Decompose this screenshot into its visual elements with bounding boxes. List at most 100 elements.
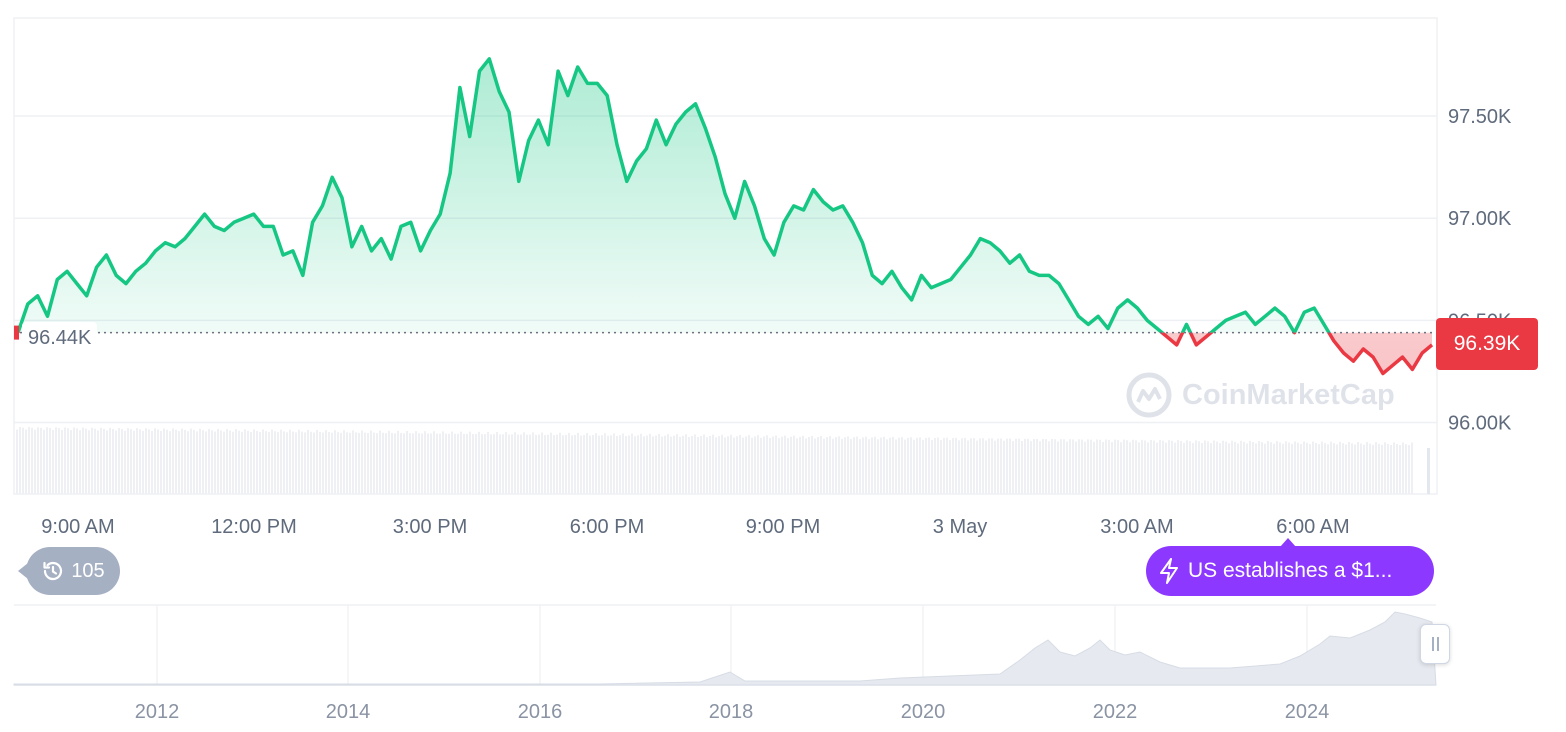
volume-bar: [922, 439, 924, 494]
volume-bar: [1246, 443, 1248, 494]
volume-bar: [670, 436, 672, 494]
volume-bar: [133, 430, 135, 494]
navigator-area: [13, 611, 1437, 686]
volume-bar: [172, 428, 174, 494]
volume-bar: [154, 428, 156, 494]
volume-bar: [1111, 442, 1113, 494]
volume-bar: [709, 436, 711, 494]
volume-bar: [1072, 439, 1074, 494]
volume-bar: [649, 433, 651, 494]
volume-bar: [1135, 440, 1137, 494]
volume-bar: [1222, 440, 1224, 494]
volume-bar: [259, 431, 261, 494]
news-headline: US establishes a $1...: [1188, 559, 1393, 582]
volume-bar: [175, 429, 177, 494]
watermark: CoinMarketCap: [1126, 372, 1395, 418]
volume-bar: [229, 430, 231, 494]
volume-bar: [274, 431, 276, 494]
volume-bar: [955, 437, 957, 494]
volume-bar: [1390, 444, 1392, 494]
volume-bar: [127, 428, 129, 494]
volume-bar: [112, 428, 114, 494]
volume-bar: [814, 438, 816, 494]
volume-bar: [739, 434, 741, 494]
volume-bar: [31, 427, 33, 494]
volume-bar: [499, 434, 501, 494]
volume-bar: [490, 434, 492, 494]
volume-bar: [793, 435, 795, 494]
volume-bar: [907, 437, 909, 494]
volume-bar: [157, 429, 159, 494]
volume-bar: [1009, 438, 1011, 494]
volume-bar: [541, 432, 543, 494]
volume-bar: [547, 434, 549, 494]
volume-bar: [721, 434, 723, 494]
volume-bar: [1333, 443, 1335, 494]
volume-bar: [340, 432, 342, 494]
volume-bar: [781, 436, 783, 494]
volume-bar: [199, 428, 201, 494]
volume-bar: [949, 440, 951, 494]
volume-bar: [769, 437, 771, 494]
volume-bar: [397, 430, 399, 494]
volume-bar: [1411, 442, 1413, 494]
volume-bar: [985, 440, 987, 494]
lightning-bolt-icon: [1160, 558, 1178, 584]
x-tick-label: 6:00 AM: [1276, 516, 1349, 538]
volume-bar: [1348, 441, 1350, 494]
volume-bar: [439, 433, 441, 494]
volume-bar: [952, 438, 954, 494]
volume-bar: [25, 429, 27, 494]
volume-bar: [787, 438, 789, 494]
volume-bar: [1378, 443, 1380, 494]
volume-bar: [1159, 440, 1161, 494]
volume-bar: [1024, 438, 1026, 494]
volume-bar: [1000, 438, 1002, 494]
volume-bar: [1165, 442, 1167, 494]
volume-bar: [886, 439, 888, 494]
volume-bar: [532, 432, 534, 494]
volume-bar: [442, 431, 444, 494]
volume-bar: [1261, 442, 1263, 494]
volume-bar: [22, 427, 24, 494]
volume-bar: [1120, 442, 1122, 494]
volume-bar: [334, 430, 336, 494]
volume-bar: [727, 436, 729, 494]
volume-bar: [520, 434, 522, 494]
volume-bar: [736, 436, 738, 494]
volume-bar: [1174, 442, 1176, 494]
volume-bar: [1321, 441, 1323, 494]
volume-bar: [1117, 440, 1119, 494]
volume-bar: [502, 434, 504, 494]
range-navigator[interactable]: 2012 2014 2016 2018 2020 2022 2024: [13, 604, 1437, 723]
volume-bar: [613, 433, 615, 494]
volume-bar: [544, 434, 546, 494]
history-button[interactable]: 105: [18, 547, 120, 595]
volume-bar: [766, 435, 768, 494]
volume-bar: [1312, 441, 1314, 494]
volume-bar: [1210, 443, 1212, 494]
volume-bar: [619, 435, 621, 494]
volume-bar: [142, 430, 144, 494]
volume-bar: [730, 434, 732, 494]
volume-bar: [1126, 440, 1128, 494]
volume-bar: [391, 432, 393, 494]
volume-bar: [409, 433, 411, 494]
volume-bar: [925, 437, 927, 494]
volume-bar: [1207, 441, 1209, 494]
volume-bar: [148, 429, 150, 494]
volume-bar: [1030, 441, 1032, 494]
navigator-handle[interactable]: [1420, 624, 1450, 664]
volume-bar: [286, 432, 288, 494]
volume-bar: [946, 437, 948, 494]
volume-bar: [871, 437, 873, 494]
y-tick-label: 97.50K: [1448, 106, 1512, 128]
volume-bar: [1396, 444, 1398, 494]
volume-bar: [760, 437, 762, 494]
volume-bar: [1267, 441, 1269, 494]
volume-bar: [367, 433, 369, 494]
volume-bar: [385, 433, 387, 494]
news-event-button[interactable]: US establishes a $1...: [1146, 538, 1434, 596]
volume-bar: [364, 432, 366, 494]
